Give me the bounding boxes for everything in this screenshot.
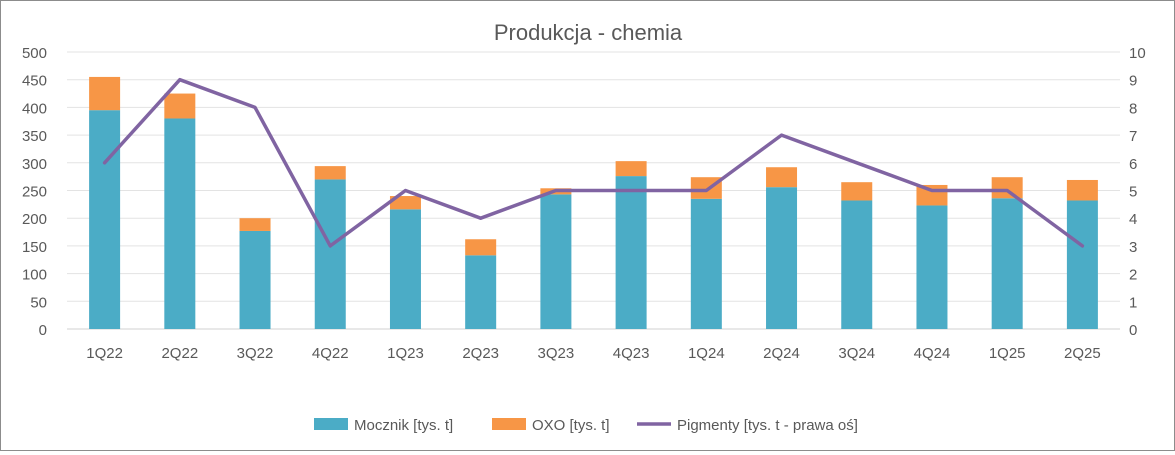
bar-oxo bbox=[615, 161, 647, 177]
bar-oxo bbox=[1066, 179, 1098, 201]
x-tick-label: 2Q23 bbox=[462, 345, 499, 362]
line-point-pigmenty bbox=[856, 162, 858, 164]
y-left-tick-label: 300 bbox=[22, 156, 47, 173]
y-right-tick-label: 5 bbox=[1129, 184, 1137, 201]
x-tick-label: 1Q22 bbox=[86, 345, 123, 362]
line-point-pigmenty bbox=[1081, 245, 1083, 247]
bar-mocznik bbox=[841, 200, 873, 329]
y-left-tick-label: 200 bbox=[22, 211, 47, 228]
legend-swatch bbox=[314, 418, 348, 430]
x-tick-label: 1Q25 bbox=[989, 345, 1026, 362]
line-point-pigmenty bbox=[254, 106, 256, 108]
bar-oxo bbox=[991, 177, 1023, 199]
bar-oxo bbox=[389, 196, 421, 210]
legend-label: Mocznik [tys. t] bbox=[354, 417, 453, 434]
line-point-pigmenty bbox=[179, 79, 181, 81]
bar-mocznik bbox=[389, 209, 421, 329]
x-tick-label: 4Q22 bbox=[312, 345, 349, 362]
bar-oxo bbox=[841, 182, 873, 201]
line-point-pigmenty bbox=[329, 245, 331, 247]
bar-mocznik bbox=[615, 176, 647, 329]
bar-mocznik bbox=[690, 198, 722, 329]
line-point-pigmenty bbox=[404, 190, 406, 191]
bar-series bbox=[89, 76, 1098, 329]
x-tick-label: 1Q24 bbox=[688, 345, 725, 362]
line-point-pigmenty bbox=[1006, 190, 1008, 191]
x-tick-label: 2Q24 bbox=[763, 345, 800, 362]
y-left-tick-label: 150 bbox=[22, 239, 47, 256]
legend: Mocznik [tys. t] OXO [tys. t] Pigmenty [ty… bbox=[314, 417, 858, 434]
bar-mocznik bbox=[164, 118, 196, 329]
bar-mocznik bbox=[314, 179, 346, 329]
y-right-tick-label: 1 bbox=[1129, 294, 1137, 311]
line-point-pigmenty bbox=[931, 190, 933, 191]
chart-title: Produkcja - chemia bbox=[494, 20, 683, 45]
y-left-tick-label: 500 bbox=[22, 45, 47, 62]
x-tick-label: 4Q24 bbox=[914, 345, 951, 362]
line-point-pigmenty bbox=[480, 217, 482, 219]
bar-oxo bbox=[239, 218, 271, 231]
y-axis-right: 0 1 2 3 4 5 6 7 8 9 10 bbox=[1129, 45, 1146, 339]
bar-mocznik bbox=[991, 198, 1023, 329]
x-tick-label: 4Q23 bbox=[613, 345, 650, 362]
line-point-pigmenty bbox=[555, 190, 557, 191]
y-right-tick-label: 6 bbox=[1129, 156, 1137, 173]
y-left-tick-label: 0 bbox=[39, 322, 47, 339]
x-tick-label: 1Q23 bbox=[387, 345, 424, 362]
bar-mocznik bbox=[540, 194, 572, 329]
line-point-pigmenty bbox=[781, 134, 783, 136]
y-left-tick-label: 50 bbox=[30, 294, 47, 311]
legend-label: OXO [tys. t] bbox=[532, 417, 610, 434]
y-right-tick-label: 7 bbox=[1129, 128, 1137, 145]
bar-oxo bbox=[465, 239, 497, 256]
bar-mocznik bbox=[916, 205, 948, 329]
x-tick-label: 3Q24 bbox=[838, 345, 875, 362]
y-right-tick-label: 4 bbox=[1129, 211, 1137, 228]
line-point-pigmenty bbox=[630, 190, 632, 191]
y-right-tick-label: 0 bbox=[1129, 322, 1137, 339]
y-left-tick-label: 350 bbox=[22, 128, 47, 145]
bar-mocznik bbox=[89, 110, 121, 329]
bar-oxo bbox=[314, 166, 346, 180]
y-right-tick-label: 10 bbox=[1129, 45, 1146, 62]
y-right-tick-label: 3 bbox=[1129, 239, 1137, 256]
bar-mocznik bbox=[465, 255, 497, 329]
x-tick-label: 3Q22 bbox=[237, 345, 274, 362]
y-axis-left: 0 50 100 150 200 250 300 350 400 450 500 bbox=[22, 45, 47, 339]
bar-mocznik bbox=[1066, 200, 1098, 329]
bar-mocznik bbox=[239, 230, 271, 329]
bar-oxo bbox=[89, 76, 121, 111]
y-left-tick-label: 400 bbox=[22, 100, 47, 117]
line-pigmenty bbox=[102, 77, 1085, 248]
line-point-pigmenty bbox=[705, 190, 707, 191]
legend-label: Pigmenty [tys. t - prawa oś] bbox=[677, 417, 858, 434]
legend-swatch bbox=[492, 418, 526, 430]
line-series bbox=[102, 77, 1085, 248]
y-right-tick-label: 8 bbox=[1129, 100, 1137, 117]
x-axis: 1Q22 2Q22 3Q22 4Q22 1Q23 2Q23 3Q23 4Q23 1Q24 2Q24… bbox=[86, 345, 1100, 362]
y-right-tick-label: 2 bbox=[1129, 267, 1137, 284]
y-right-tick-label: 9 bbox=[1129, 73, 1137, 90]
bar-oxo bbox=[164, 93, 196, 119]
y-left-tick-label: 450 bbox=[22, 73, 47, 90]
y-left-tick-label: 250 bbox=[22, 184, 47, 201]
bar-mocznik bbox=[766, 187, 798, 329]
line-point-pigmenty bbox=[104, 162, 106, 164]
x-tick-label: 2Q25 bbox=[1064, 345, 1101, 362]
y-left-tick-label: 100 bbox=[22, 267, 47, 284]
x-tick-label: 3Q23 bbox=[538, 345, 575, 362]
x-tick-label: 2Q22 bbox=[161, 345, 198, 362]
bar-oxo bbox=[766, 167, 798, 188]
bar-oxo bbox=[690, 177, 722, 199]
